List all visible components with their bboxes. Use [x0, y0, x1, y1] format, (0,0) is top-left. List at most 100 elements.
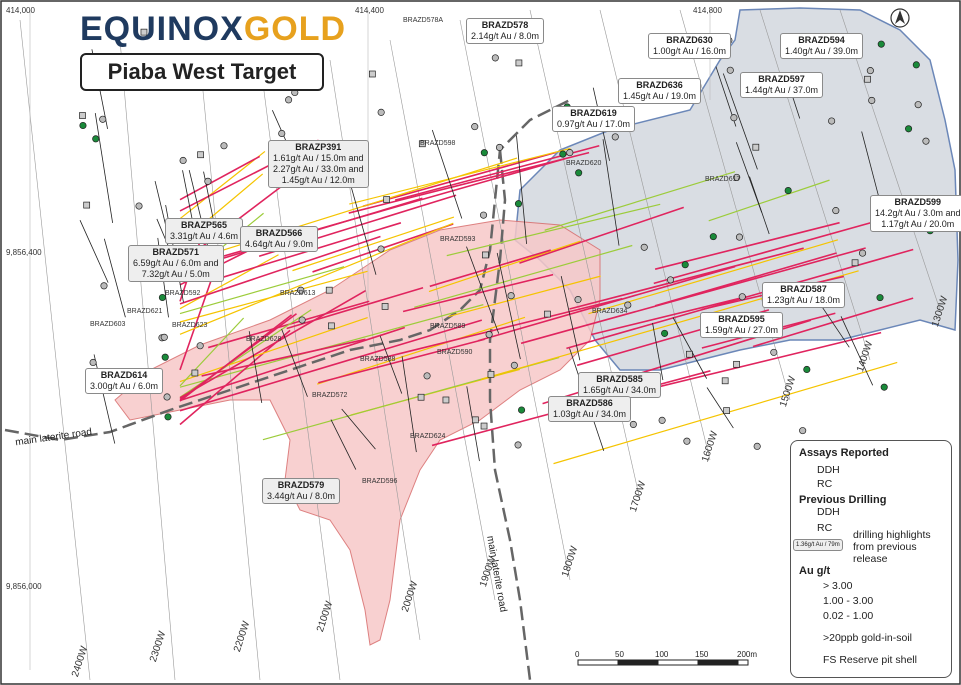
hole-label-brazd621: BRAZD621: [127, 308, 163, 315]
drill-trace: [348, 151, 590, 214]
drill-collar: [191, 369, 199, 377]
drill-collar: [514, 441, 522, 449]
drill-trace: [179, 268, 216, 371]
scale-bar-graphic: [577, 659, 749, 666]
hole-trace: [79, 220, 109, 283]
drill-collar: [418, 140, 426, 148]
drill-collar: [285, 96, 293, 104]
drill-collar: [658, 416, 666, 424]
drill-collar: [442, 396, 450, 404]
callout-brazd599: BRAZD599 14.2g/t Au / 3.0m and 1.17g/t Au …: [870, 195, 961, 232]
drill-collar: [559, 150, 567, 158]
hole-trace: [248, 331, 263, 404]
drill-collar: [803, 365, 811, 374]
drill-trace: [653, 217, 888, 285]
scale-tick-3: 150: [695, 650, 709, 659]
scale-tick-2: 100: [655, 650, 669, 659]
callout-hole-id: BRAZD566: [255, 228, 303, 238]
drill-collar: [866, 67, 874, 75]
callout-hole-id: BRAZP391: [295, 142, 342, 152]
callout-hole-id: BRAZD597: [758, 74, 805, 84]
callout-hole-id: BRAZD595: [718, 314, 765, 324]
drill-trace: [519, 206, 685, 264]
drill-trace: [179, 304, 484, 388]
brand-logo: EQUINOXGOLD: [80, 10, 346, 49]
hole-trace: [431, 129, 463, 219]
drill-collar: [164, 413, 172, 421]
drill-collar: [544, 310, 551, 318]
drill-collar: [877, 40, 885, 48]
callout-brazd578: BRAZD578 2.14g/t Au / 8.0m: [466, 18, 545, 44]
drill-collar: [471, 416, 479, 424]
drill-collar: [485, 330, 493, 339]
drill-trace: [414, 244, 633, 308]
drill-collar: [79, 121, 87, 130]
drill-collar: [381, 303, 389, 310]
drill-collar: [510, 361, 518, 369]
legend-au-title: Au g/t: [799, 565, 831, 577]
drill-collar: [220, 142, 228, 150]
drill-trace: [446, 203, 661, 257]
drill-collar: [799, 427, 807, 435]
drill-collar: [851, 259, 859, 267]
drill-collar: [611, 133, 619, 141]
callout-grade: 1.00g/t Au / 16.0m: [653, 46, 727, 56]
scale-tick-0: 0: [575, 650, 580, 659]
brand-part1: EQUINOX: [80, 10, 244, 48]
drill-collar: [479, 211, 488, 219]
hole-trace: [821, 306, 850, 348]
legend-grade-mid: 1.00 - 3.00: [823, 595, 874, 607]
callout-brazd587: BRAZD587 1.23g/t Au / 18.0m: [762, 282, 846, 308]
hole-label-brazd617: BRAZD617: [705, 176, 741, 183]
drill-trace: [318, 338, 485, 384]
callout-grade: 1.45g/t Au / 19.0m: [623, 91, 697, 101]
drill-trace: [362, 151, 556, 207]
drill-trace: [179, 254, 279, 310]
callout-grade: 4.64g/t Au / 9.0m: [245, 239, 314, 249]
hole-trace: [466, 246, 500, 334]
drill-collar: [480, 422, 488, 430]
drill-trace: [179, 329, 291, 426]
callout-hole-id: BRAZD579: [277, 480, 325, 490]
drill-collar: [495, 143, 504, 151]
hole-label-brazd590: BRAZD590: [437, 349, 473, 356]
hole-label-brazd578a: BRAZD578A: [403, 17, 444, 24]
callout-grade: 3.44g/t Au / 8.0m: [267, 491, 336, 501]
callout-grade: 14.2g/t Au / 3.0m and: [875, 208, 961, 218]
legend-prev-rc: RC: [817, 522, 833, 534]
drill-trace: [179, 317, 245, 387]
hole-trace: [706, 387, 734, 429]
drill-collar: [686, 350, 693, 358]
callout-grade: 0.97g/t Au / 17.0m: [557, 119, 631, 129]
drill-trace: [477, 265, 736, 342]
drill-collar: [566, 149, 574, 157]
drill-collar: [471, 123, 479, 131]
drill-trace: [286, 286, 424, 330]
drill-trace: [402, 273, 554, 313]
drill-trace: [292, 216, 455, 272]
drill-collar: [733, 173, 741, 181]
drill-collar: [876, 294, 884, 302]
callout-grade: 1.45g/t Au / 12.0m: [281, 175, 355, 185]
drill-collar: [160, 333, 168, 341]
drill-collar: [480, 149, 488, 157]
drill-trace: [179, 319, 483, 412]
drill-collar: [197, 151, 204, 159]
drill-collar: [784, 187, 792, 195]
callout-brazd579: BRAZD579 3.44g/t Au / 8.0m: [262, 478, 341, 504]
hole-trace: [341, 408, 376, 450]
drill-trace: [179, 222, 454, 335]
drill-collar: [140, 28, 148, 36]
drill-trace: [590, 295, 747, 336]
drill-collar: [298, 316, 306, 324]
drill-collar: [905, 125, 913, 133]
coord-e414400: 414,400: [355, 6, 384, 15]
drill-collar: [661, 329, 669, 337]
drill-collar: [518, 406, 526, 414]
drill-collar: [89, 358, 97, 367]
drill-collar: [79, 112, 86, 119]
callout-grade: 1.03g/t Au / 34.0m: [553, 409, 627, 419]
hole-trace: [330, 419, 357, 470]
hole-label-brazd588: BRAZD588: [360, 356, 396, 363]
